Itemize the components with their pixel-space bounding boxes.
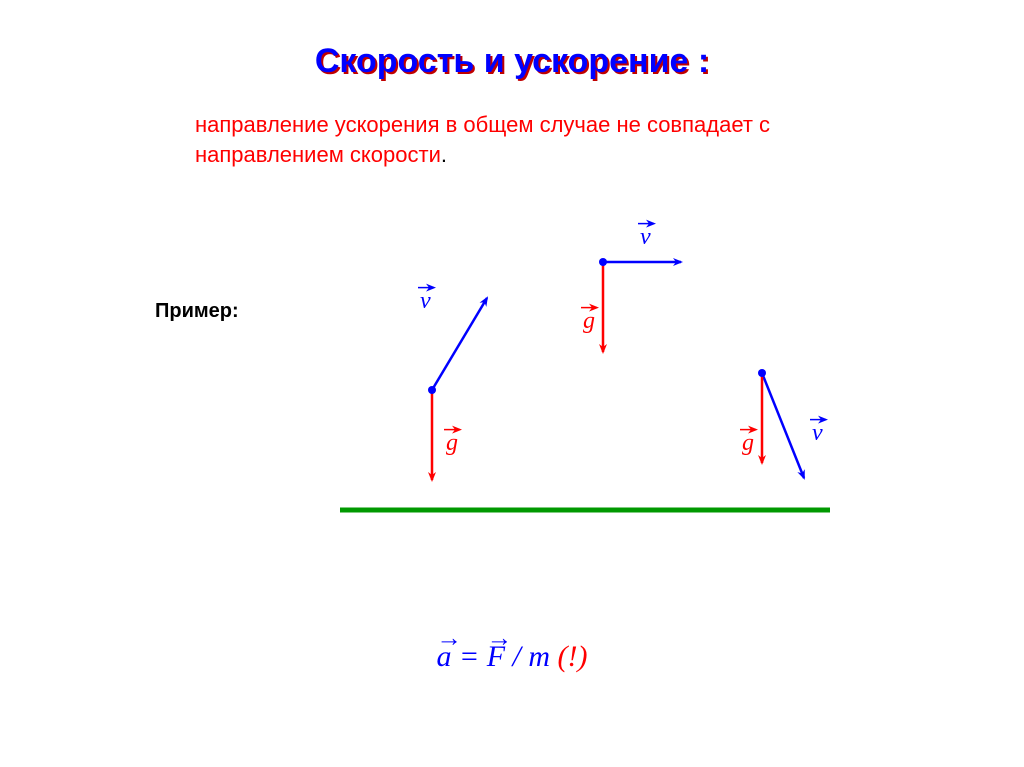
svg-text:v: v [420, 288, 431, 314]
page-title: Скорость и ускорение : [0, 42, 1024, 81]
svg-text:v: v [812, 420, 823, 446]
formula-F: F [487, 640, 505, 674]
gravity-label-1: g [581, 308, 597, 334]
point-1 [599, 258, 607, 266]
gravity-label-2: g [740, 430, 756, 456]
velocity-arrow-0 [432, 298, 487, 390]
subtitle-red: направление ускорения в общем случае не … [195, 112, 770, 167]
velocity-arrow-2 [762, 373, 804, 478]
svg-text:g: g [742, 430, 754, 456]
gravity-label-0: g [444, 430, 460, 456]
trajectory-diagram: v g v g v g [0, 200, 1024, 600]
formula-a: a [436, 640, 451, 674]
svg-text:v: v [640, 224, 651, 250]
point-0 [428, 386, 436, 394]
point-2 [758, 369, 766, 377]
title-text: Скорость и ускорение : [315, 42, 709, 80]
formula-m: m [528, 640, 550, 673]
velocity-label-2: v [810, 420, 826, 446]
subtitle-tail: . [441, 142, 447, 167]
subtitle: направление ускорения в общем случае не … [195, 110, 845, 169]
velocity-label-1: v [638, 224, 654, 250]
formula: a = F / m (!) [0, 640, 1024, 674]
svg-text:g: g [583, 308, 595, 334]
formula-excl: (!) [550, 640, 587, 673]
velocity-label-0: v [418, 288, 434, 314]
svg-text:g: g [446, 430, 458, 456]
